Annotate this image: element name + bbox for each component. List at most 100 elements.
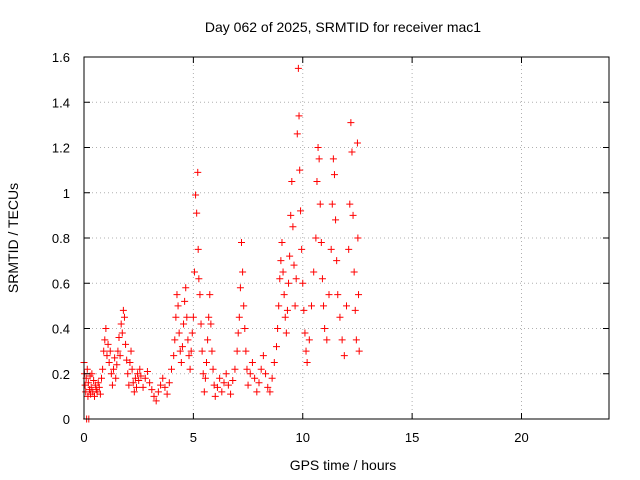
data-point (152, 397, 160, 405)
data-point (242, 347, 250, 355)
data-point (106, 347, 114, 355)
data-point (128, 365, 136, 373)
data-point (203, 358, 210, 366)
data-point (330, 171, 338, 179)
data-point (168, 365, 175, 373)
data-point (244, 381, 252, 389)
data-point (329, 155, 337, 163)
data-point (189, 313, 197, 321)
data-point (129, 379, 137, 387)
data-point (290, 261, 298, 269)
data-point (130, 388, 138, 396)
data-point (200, 388, 208, 396)
data-point (274, 325, 282, 332)
data-point (299, 279, 307, 287)
data-point (315, 155, 323, 163)
data-point (108, 381, 116, 389)
data-point (222, 370, 230, 378)
y-tick-label: 1.6 (52, 50, 70, 65)
data-point (112, 374, 120, 382)
data-point (266, 388, 274, 396)
data-point (333, 257, 341, 265)
data-point (119, 306, 127, 314)
data-point (354, 234, 362, 242)
data-point (141, 374, 149, 382)
data-point (347, 119, 355, 127)
data-point (133, 383, 140, 391)
y-tick-label: 0.4 (52, 322, 70, 337)
data-point (199, 370, 207, 378)
data-point (246, 370, 254, 378)
data-point (84, 379, 92, 387)
data-point (253, 388, 261, 396)
data-point (251, 374, 259, 382)
data-point (120, 313, 128, 321)
data-point (209, 365, 217, 373)
data-point (345, 245, 353, 253)
data-point (262, 370, 270, 378)
data-point (211, 392, 219, 400)
x-tick-label: 15 (405, 430, 419, 445)
data-point (239, 268, 247, 276)
y-tick-label: 0.6 (52, 276, 70, 291)
data-point (159, 374, 167, 382)
data-point (295, 112, 303, 120)
data-point (205, 313, 213, 321)
data-point (111, 354, 119, 362)
data-point (292, 275, 300, 283)
data-point (136, 365, 144, 373)
y-tick-label: 0 (63, 412, 70, 427)
data-point (336, 313, 344, 321)
chart-title: Day 062 of 2025, SRMTID for receiver mac… (205, 19, 481, 35)
data-point (257, 365, 265, 373)
data-point (305, 336, 313, 344)
data-point (294, 64, 302, 72)
plot-frame (83, 56, 610, 420)
data-point (150, 392, 158, 400)
data-point (325, 291, 333, 299)
data-point (289, 223, 297, 231)
data-point (83, 365, 91, 373)
data-point (314, 144, 322, 151)
data-point (300, 306, 308, 314)
data-point (301, 329, 309, 337)
data-point (110, 365, 118, 373)
data-point (122, 340, 130, 348)
data-point (196, 291, 204, 299)
data-point (182, 284, 190, 292)
y-axis-title: SRMTID / TECUs (5, 183, 21, 293)
data-point (146, 379, 154, 387)
data-point (353, 139, 361, 147)
tick-labels: 0 0.2 0.4 0.6 0.8 1 1.2 1.4 1.6 0 5 10 15 20 (52, 50, 529, 445)
data-point (234, 329, 242, 337)
data-point (303, 358, 311, 366)
data-point (338, 336, 346, 344)
data-point (293, 130, 301, 138)
data-point (204, 336, 212, 344)
data-point (139, 383, 147, 391)
y-tick-label: 1.2 (52, 141, 70, 156)
data-point (236, 284, 244, 292)
data-point (172, 313, 180, 321)
grid-layer (84, 57, 609, 419)
data-point (318, 275, 326, 283)
data-point (195, 275, 203, 283)
data-point (126, 358, 134, 366)
data-point (332, 216, 340, 224)
data-point (115, 334, 123, 342)
data-point (227, 390, 235, 398)
data-point (101, 336, 109, 344)
data-point (157, 381, 165, 389)
data-point (316, 200, 324, 208)
data-point (135, 377, 143, 385)
data-point (102, 325, 110, 332)
data-point (340, 352, 348, 360)
data-point (163, 390, 171, 398)
data-point (118, 329, 126, 337)
data-point (91, 392, 98, 400)
data-point (114, 347, 122, 355)
data-point (98, 374, 105, 382)
data-point (148, 386, 156, 394)
data-point (125, 381, 133, 389)
